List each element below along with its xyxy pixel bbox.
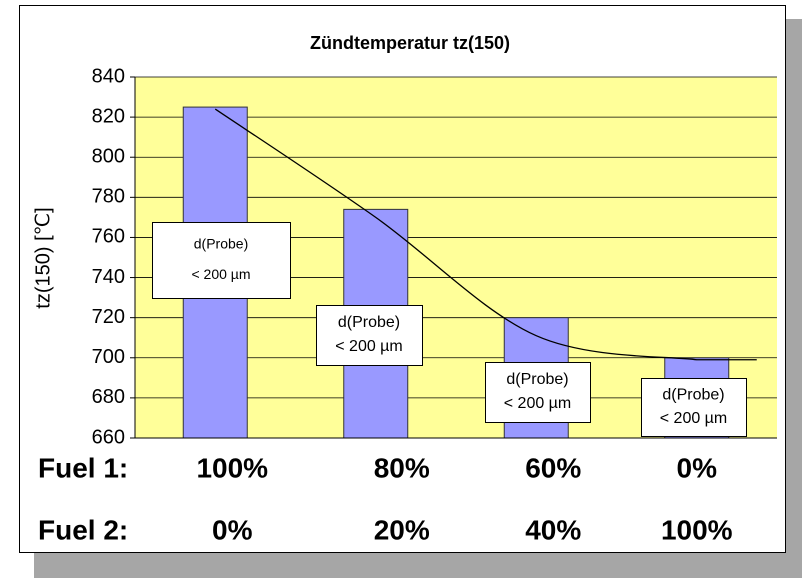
x-tick-label: 100% xyxy=(196,452,268,483)
y-tick-label: 800 xyxy=(92,146,125,168)
shadow xyxy=(786,19,802,578)
x-tick-label: 80% xyxy=(374,452,430,483)
y-tick-label: 700 xyxy=(92,346,125,368)
x-tick-label: 60% xyxy=(525,452,581,483)
annotation-text: d(Probe) xyxy=(338,314,400,331)
x-tick-label: 100% xyxy=(661,514,733,545)
x-tick-label: 40% xyxy=(525,514,581,545)
annotation-text: d(Probe) xyxy=(194,236,248,252)
annotation-text: d(Probe) xyxy=(662,387,724,404)
annotation-box xyxy=(641,378,747,437)
row-label: Fuel 2: xyxy=(38,514,128,545)
y-axis-label: tz(150) [℃] xyxy=(32,207,54,308)
annotation-text: < 200 µm xyxy=(504,395,571,412)
x-tick-label: 0% xyxy=(212,514,253,545)
x-tick-label: 20% xyxy=(374,514,430,545)
annotation-text: < 200 µm xyxy=(660,410,727,427)
annotation-box xyxy=(316,305,423,366)
annotation-box xyxy=(485,362,591,423)
shadow xyxy=(34,553,802,578)
y-tick-label: 680 xyxy=(92,386,125,408)
y-tick-label: 780 xyxy=(92,186,125,208)
y-tick-label: 760 xyxy=(92,226,125,248)
y-tick-label: 720 xyxy=(92,306,125,328)
y-tick-label: 820 xyxy=(92,105,125,127)
x-tick-label: 0% xyxy=(677,452,718,483)
annotation-box xyxy=(152,222,291,299)
annotation-text: < 200 µm xyxy=(191,266,250,282)
annotation-text: < 200 µm xyxy=(335,338,402,355)
y-tick-label: 840 xyxy=(92,65,125,87)
row-label: Fuel 1: xyxy=(38,452,128,483)
y-tick-label: 660 xyxy=(92,426,125,448)
chart-title: Zündtemperatur tz(150) xyxy=(310,33,510,53)
y-tick-label: 740 xyxy=(92,266,125,288)
annotation-text: d(Probe) xyxy=(506,371,568,388)
trendline xyxy=(214,108,757,361)
